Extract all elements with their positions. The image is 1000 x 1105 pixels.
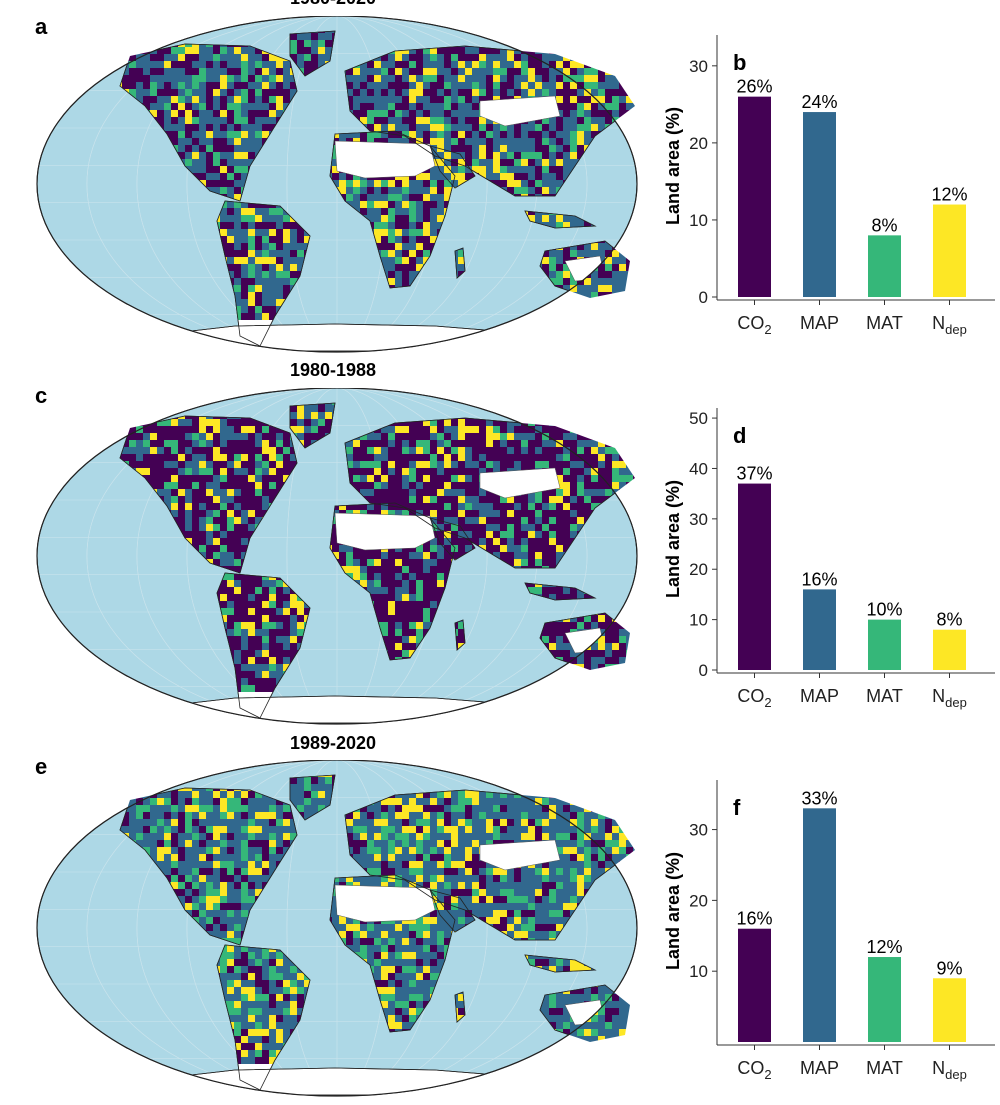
y-axis-label: Land area (%) xyxy=(663,480,683,598)
x-tick-label: Ndep xyxy=(932,686,967,710)
bar-mat xyxy=(868,620,901,670)
x-tick-label: Ndep xyxy=(932,1058,967,1082)
y-axis-label: Land area (%) xyxy=(663,107,683,225)
x-tick-label: MAP xyxy=(800,1058,839,1078)
y-tick-label: 30 xyxy=(689,821,708,840)
y-tick-label: 30 xyxy=(689,57,708,76)
bar-value-label: 24% xyxy=(801,92,837,112)
map-title-1980-1988: 1980-1988 xyxy=(183,360,483,381)
bar-ndep xyxy=(933,978,966,1042)
bar-value-label: 12% xyxy=(866,937,902,957)
y-tick-label: 50 xyxy=(689,409,708,428)
y-tick-label: 10 xyxy=(689,962,708,981)
bar-value-label: 33% xyxy=(801,788,837,808)
bar-value-label: 16% xyxy=(801,569,837,589)
bar-value-label: 8% xyxy=(936,610,962,630)
bar-co2 xyxy=(738,929,771,1042)
world-map-1980-2020 xyxy=(35,16,640,356)
bar-map xyxy=(803,112,836,297)
panel-label-d: d xyxy=(733,423,746,448)
bar-value-label: 16% xyxy=(736,909,772,929)
panel-label-f: f xyxy=(733,795,741,820)
x-tick-label: MAT xyxy=(866,313,903,333)
map-title-1980-2020: 1980-2020 xyxy=(183,0,483,9)
y-tick-label: 20 xyxy=(689,891,708,910)
y-axis-label: Land area (%) xyxy=(663,852,683,970)
x-tick-label: Ndep xyxy=(932,313,967,337)
y-tick-label: 0 xyxy=(699,661,708,680)
bar-chart-f: 10 20 30 Land area (%) f 16% CO2 33% MAP 12% MAT 9%… xyxy=(655,765,1000,1105)
bar-value-label: 12% xyxy=(931,185,967,205)
bar-mat xyxy=(868,235,901,297)
y-tick-label: 10 xyxy=(689,611,708,630)
x-tick-label: CO2 xyxy=(737,686,771,710)
map-title-1989-2020: 1989-2020 xyxy=(183,733,483,754)
y-tick-label: 20 xyxy=(689,134,708,153)
x-tick-label: MAT xyxy=(866,1058,903,1078)
y-tick-label: 20 xyxy=(689,560,708,579)
bar-map xyxy=(803,808,836,1042)
world-map-1989-2020 xyxy=(35,760,640,1100)
bar-value-label: 26% xyxy=(736,77,772,97)
bar-value-label: 37% xyxy=(736,464,772,484)
x-tick-label: MAP xyxy=(800,686,839,706)
bar-co2 xyxy=(738,484,771,670)
x-tick-label: MAT xyxy=(866,686,903,706)
bar-ndep xyxy=(933,630,966,670)
x-tick-label: CO2 xyxy=(737,1058,771,1082)
bar-ndep xyxy=(933,205,966,297)
bar-value-label: 8% xyxy=(871,215,897,235)
bar-chart-b: 0 10 20 30 Land area (%) b26% CO2 24% MAP 8% MAT 12… xyxy=(655,20,1000,360)
bar-chart-d: 0 10 20 30 40 50 Land area (%) d 37% CO2 16% MAP 10%… xyxy=(655,393,1000,733)
bar-map xyxy=(803,589,836,670)
y-tick-label: 0 xyxy=(699,288,708,307)
x-tick-label: MAP xyxy=(800,313,839,333)
panel-label-b: b xyxy=(733,50,746,75)
bar-co2 xyxy=(738,97,771,297)
bar-value-label: 10% xyxy=(866,600,902,620)
y-tick-label: 40 xyxy=(689,459,708,478)
y-tick-label: 30 xyxy=(689,510,708,529)
x-tick-label: CO2 xyxy=(737,313,771,337)
bar-value-label: 9% xyxy=(936,958,962,978)
world-map-1980-1988 xyxy=(35,388,640,728)
y-tick-label: 10 xyxy=(689,211,708,230)
